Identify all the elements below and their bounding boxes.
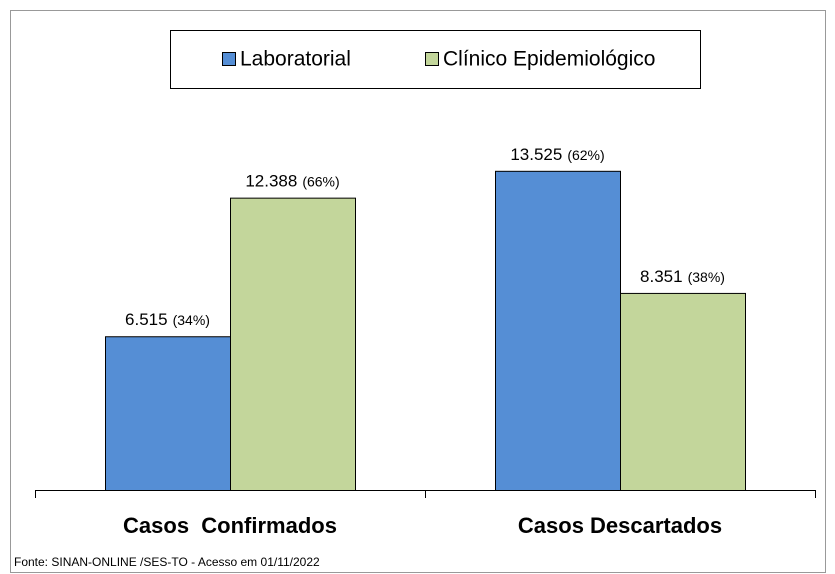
legend-label: Laboratorial (240, 48, 351, 71)
data-label-value: 13.525 (510, 145, 562, 164)
data-label-share: (34%) (173, 312, 210, 328)
data-label-share: (62%) (567, 147, 604, 163)
bar (230, 197, 356, 492)
data-label-share: (38%) (688, 269, 725, 285)
data-label-value: 6.515 (125, 311, 168, 330)
x-tick-label: Casos Confirmados (123, 513, 337, 538)
data-label: 6.515 (34%) (125, 311, 210, 330)
data-label-value: 12.388 (245, 172, 297, 191)
legend-swatch (425, 52, 439, 66)
data-label: 8.351 (38%) (640, 267, 725, 286)
bar (105, 336, 231, 491)
data-label-share: (66%) (302, 173, 339, 189)
bar (620, 292, 746, 492)
data-label: 13.525 (62%) (510, 145, 604, 164)
legend-swatch (222, 52, 236, 66)
source-note: Fonte: SINAN-ONLINE /SES-TO - Acesso em … (14, 555, 320, 569)
bar (495, 170, 621, 491)
data-label: 12.388 (66%) (245, 172, 339, 191)
legend-label: Clínico Epidemiológico (443, 48, 655, 71)
data-label-value: 8.351 (640, 267, 683, 286)
x-tick-label: Casos Descartados (518, 513, 722, 538)
